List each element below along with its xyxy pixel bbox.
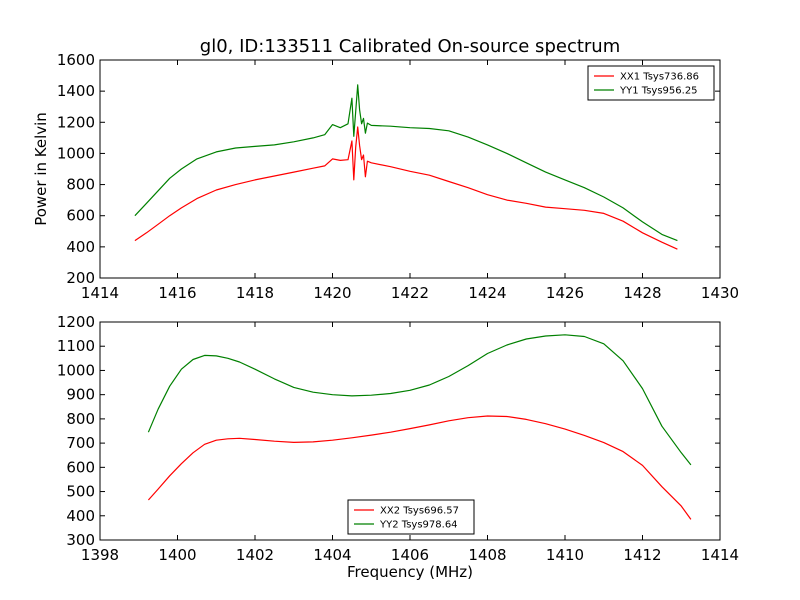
y-tick-label: 1100 bbox=[57, 337, 95, 355]
y-tick-label: 700 bbox=[66, 434, 95, 452]
x-tick-label: 1404 bbox=[313, 546, 351, 564]
x-tick-label: 1424 bbox=[468, 284, 506, 302]
x-tick-label: 1430 bbox=[701, 284, 739, 302]
x-tick-label: 1420 bbox=[313, 284, 351, 302]
series-line-yy1 bbox=[134, 84, 678, 242]
x-tick-label: 1426 bbox=[546, 284, 584, 302]
x-tick-label: 1400 bbox=[158, 546, 196, 564]
x-tick-label: 1398 bbox=[81, 546, 119, 564]
legend-box-1 bbox=[587, 65, 715, 101]
y-tick-label: 1200 bbox=[57, 313, 95, 331]
y-tick-label: 600 bbox=[66, 207, 95, 225]
legend-box-2 bbox=[347, 499, 475, 535]
y-tick-label: 300 bbox=[66, 531, 95, 549]
y-tick-label: 200 bbox=[66, 269, 95, 287]
y-tick-label: 400 bbox=[66, 507, 95, 525]
y-tick-label: 1400 bbox=[57, 82, 95, 100]
legend-label: XX2 Tsys696.57 bbox=[380, 506, 459, 517]
x-tick-label: 1410 bbox=[546, 546, 584, 564]
x-tick-label: 1418 bbox=[236, 284, 274, 302]
legend-label: YY1 Tsys956.25 bbox=[619, 86, 698, 97]
y-tick-label: 900 bbox=[66, 386, 95, 404]
y-tick-label: 500 bbox=[66, 483, 95, 501]
x-tick-label: 1412 bbox=[623, 546, 661, 564]
x-tick-label: 1416 bbox=[158, 284, 196, 302]
legend-label: XX1 Tsys736.86 bbox=[620, 72, 699, 83]
x-tick-label: 1414 bbox=[81, 284, 119, 302]
y-axis-title: Power in Kelvin bbox=[32, 112, 50, 226]
x-tick-label: 1408 bbox=[468, 546, 506, 564]
chart-title: gl0, ID:133511 Calibrated On-source spec… bbox=[200, 36, 620, 57]
y-tick-label: 600 bbox=[66, 458, 95, 476]
x-axis-title: Frequency (MHz) bbox=[347, 563, 473, 581]
y-tick-label: 1000 bbox=[57, 361, 95, 379]
y-tick-label: 800 bbox=[66, 410, 95, 428]
y-tick-label: 1200 bbox=[57, 113, 95, 131]
series-line-xx2 bbox=[147, 415, 692, 520]
series-line-yy2 bbox=[147, 334, 692, 466]
x-tick-label: 1428 bbox=[623, 284, 661, 302]
x-tick-label: 1414 bbox=[701, 546, 739, 564]
x-tick-label: 1422 bbox=[391, 284, 429, 302]
y-tick-label: 400 bbox=[66, 238, 95, 256]
y-tick-label: 1600 bbox=[57, 51, 95, 69]
x-tick-label: 1402 bbox=[236, 546, 274, 564]
series-line-xx1 bbox=[134, 126, 678, 250]
y-tick-label: 1000 bbox=[57, 144, 95, 162]
legend-label: YY2 Tsys978.64 bbox=[379, 520, 458, 531]
y-tick-label: 800 bbox=[66, 176, 95, 194]
x-tick-label: 1406 bbox=[391, 546, 429, 564]
